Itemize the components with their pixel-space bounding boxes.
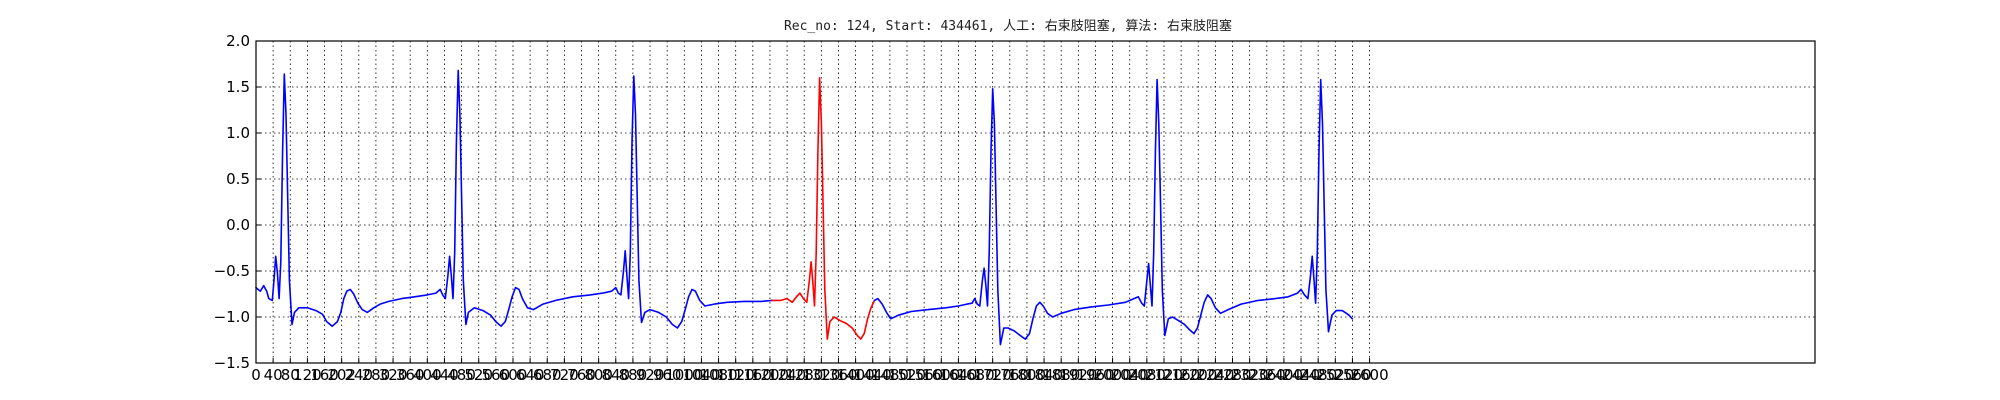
x-tick-label: 2520 [1316,366,1354,384]
x-tick-label: 440 [430,366,459,384]
x-tick-label: 1800 [1008,366,1046,384]
x-tick-label: 120 [293,366,322,384]
x-tick-label: 2400 [1265,366,1303,384]
y-tick-label: 0.5 [226,170,250,188]
x-tick-label: 1160 [734,366,772,384]
x-tick-label: 2080 [1128,366,1166,384]
x-tick-label: 2160 [1162,366,1200,384]
x-tick-label: 760 [567,366,596,384]
x-tick-label: 1360 [819,366,857,384]
x-tick-label: 2480 [1299,366,1337,384]
x-tick-label: 1480 [871,366,909,384]
x-tick-label: 2000 [1093,366,1131,384]
x-tick-label: 640 [516,366,545,384]
x-tick-label: 2280 [1213,366,1251,384]
x-tick-label: 1280 [785,366,823,384]
y-tick-label: −1.0 [214,308,250,326]
x-tick-label: 1000 [665,366,703,384]
x-tick-label: 1200 [751,366,789,384]
chart-title: Rec_no: 124, Start: 434461, 人工: 右束肢阻塞, 算… [784,18,1232,34]
grid-lines [256,41,1815,363]
x-tick-label: 240 [344,366,373,384]
x-tick-label: 800 [584,366,613,384]
x-tick-label: 840 [601,366,630,384]
x-tick-label: 680 [533,366,562,384]
x-tick-label: 480 [447,366,476,384]
x-tick-label: 202 [327,366,356,384]
x-tick-label: 560 [482,366,511,384]
x-tick-label: 2440 [1282,366,1320,384]
x-tick-label: 160 [310,366,339,384]
ecg-series-segment-3 [873,78,1354,346]
x-tick-label: 1600 [922,366,960,384]
y-tick-label: 1.5 [226,78,250,96]
x-tick-label: 520 [464,366,493,384]
y-axis: 2.0 1.5 1.0 0.5 0.0 −0.5 −1.0 −1.5 [214,32,261,372]
x-tick-label: 1120 [717,366,755,384]
x-tick-label: 320 [379,366,408,384]
x-tick-label: 0 [251,366,261,384]
x-tick-label: 1880 [1042,366,1080,384]
x-tick-label: 960 [653,366,682,384]
x-tick-label: 2320 [1231,366,1269,384]
x-tick-label: 400 [413,366,442,384]
x-tick-label: 1960 [1076,366,1114,384]
x-tick-label: 280 [362,366,391,384]
x-tick-label: 1040 [682,366,720,384]
series-lines [255,69,1354,346]
x-tick-label: 1560 [905,366,943,384]
x-tick-label: 1640 [939,366,977,384]
y-tick-label: 0.0 [226,216,250,234]
ecg-series-segment-1 [255,69,773,329]
x-tick-label: 2360 [1248,366,1286,384]
x-tick-label: 1680 [956,366,994,384]
x-tick-label: 2240 [1196,366,1234,384]
x-tick-label: 2560 [1333,366,1371,384]
x-tick-label: 600 [499,366,528,384]
x-tick-label: 360 [396,366,425,384]
x-tick-label: 720 [550,366,579,384]
x-tick-label: 1920 [1059,366,1097,384]
x-tick-label: 1240 [768,366,806,384]
ecg-series-segment-2 [771,77,876,340]
x-tick-label: 2040 [1111,366,1149,384]
x-tick-label: 2600 [1350,366,1388,384]
x-tick-label: 1520 [888,366,926,384]
y-tick-label: 1.0 [226,124,250,142]
y-tick-label: −0.5 [214,262,250,280]
x-tick-label: 1400 [837,366,875,384]
plot-area-frame [255,40,1816,364]
y-tick-label: −1.5 [214,354,250,372]
x-tick-label: 40 [264,366,283,384]
x-tick-label: 1760 [991,366,1029,384]
y-tick-label: 2.0 [226,32,250,50]
x-tick-label: 1840 [1025,366,1063,384]
x-tick-label: 880 [619,366,648,384]
x-tick-label: 80 [281,366,300,384]
x-tick-label: 1720 [974,366,1012,384]
x-tick-label: 2120 [1145,366,1183,384]
x-tick-label: 920 [636,366,665,384]
x-axis: 0 408012016020224028032036040044048052056… [251,358,1389,384]
x-tick-label: 2200 [1179,366,1217,384]
x-tick-label: 1080 [699,366,737,384]
x-tick-label: 1440 [854,366,892,384]
x-tick-label: 1320 [802,366,840,384]
